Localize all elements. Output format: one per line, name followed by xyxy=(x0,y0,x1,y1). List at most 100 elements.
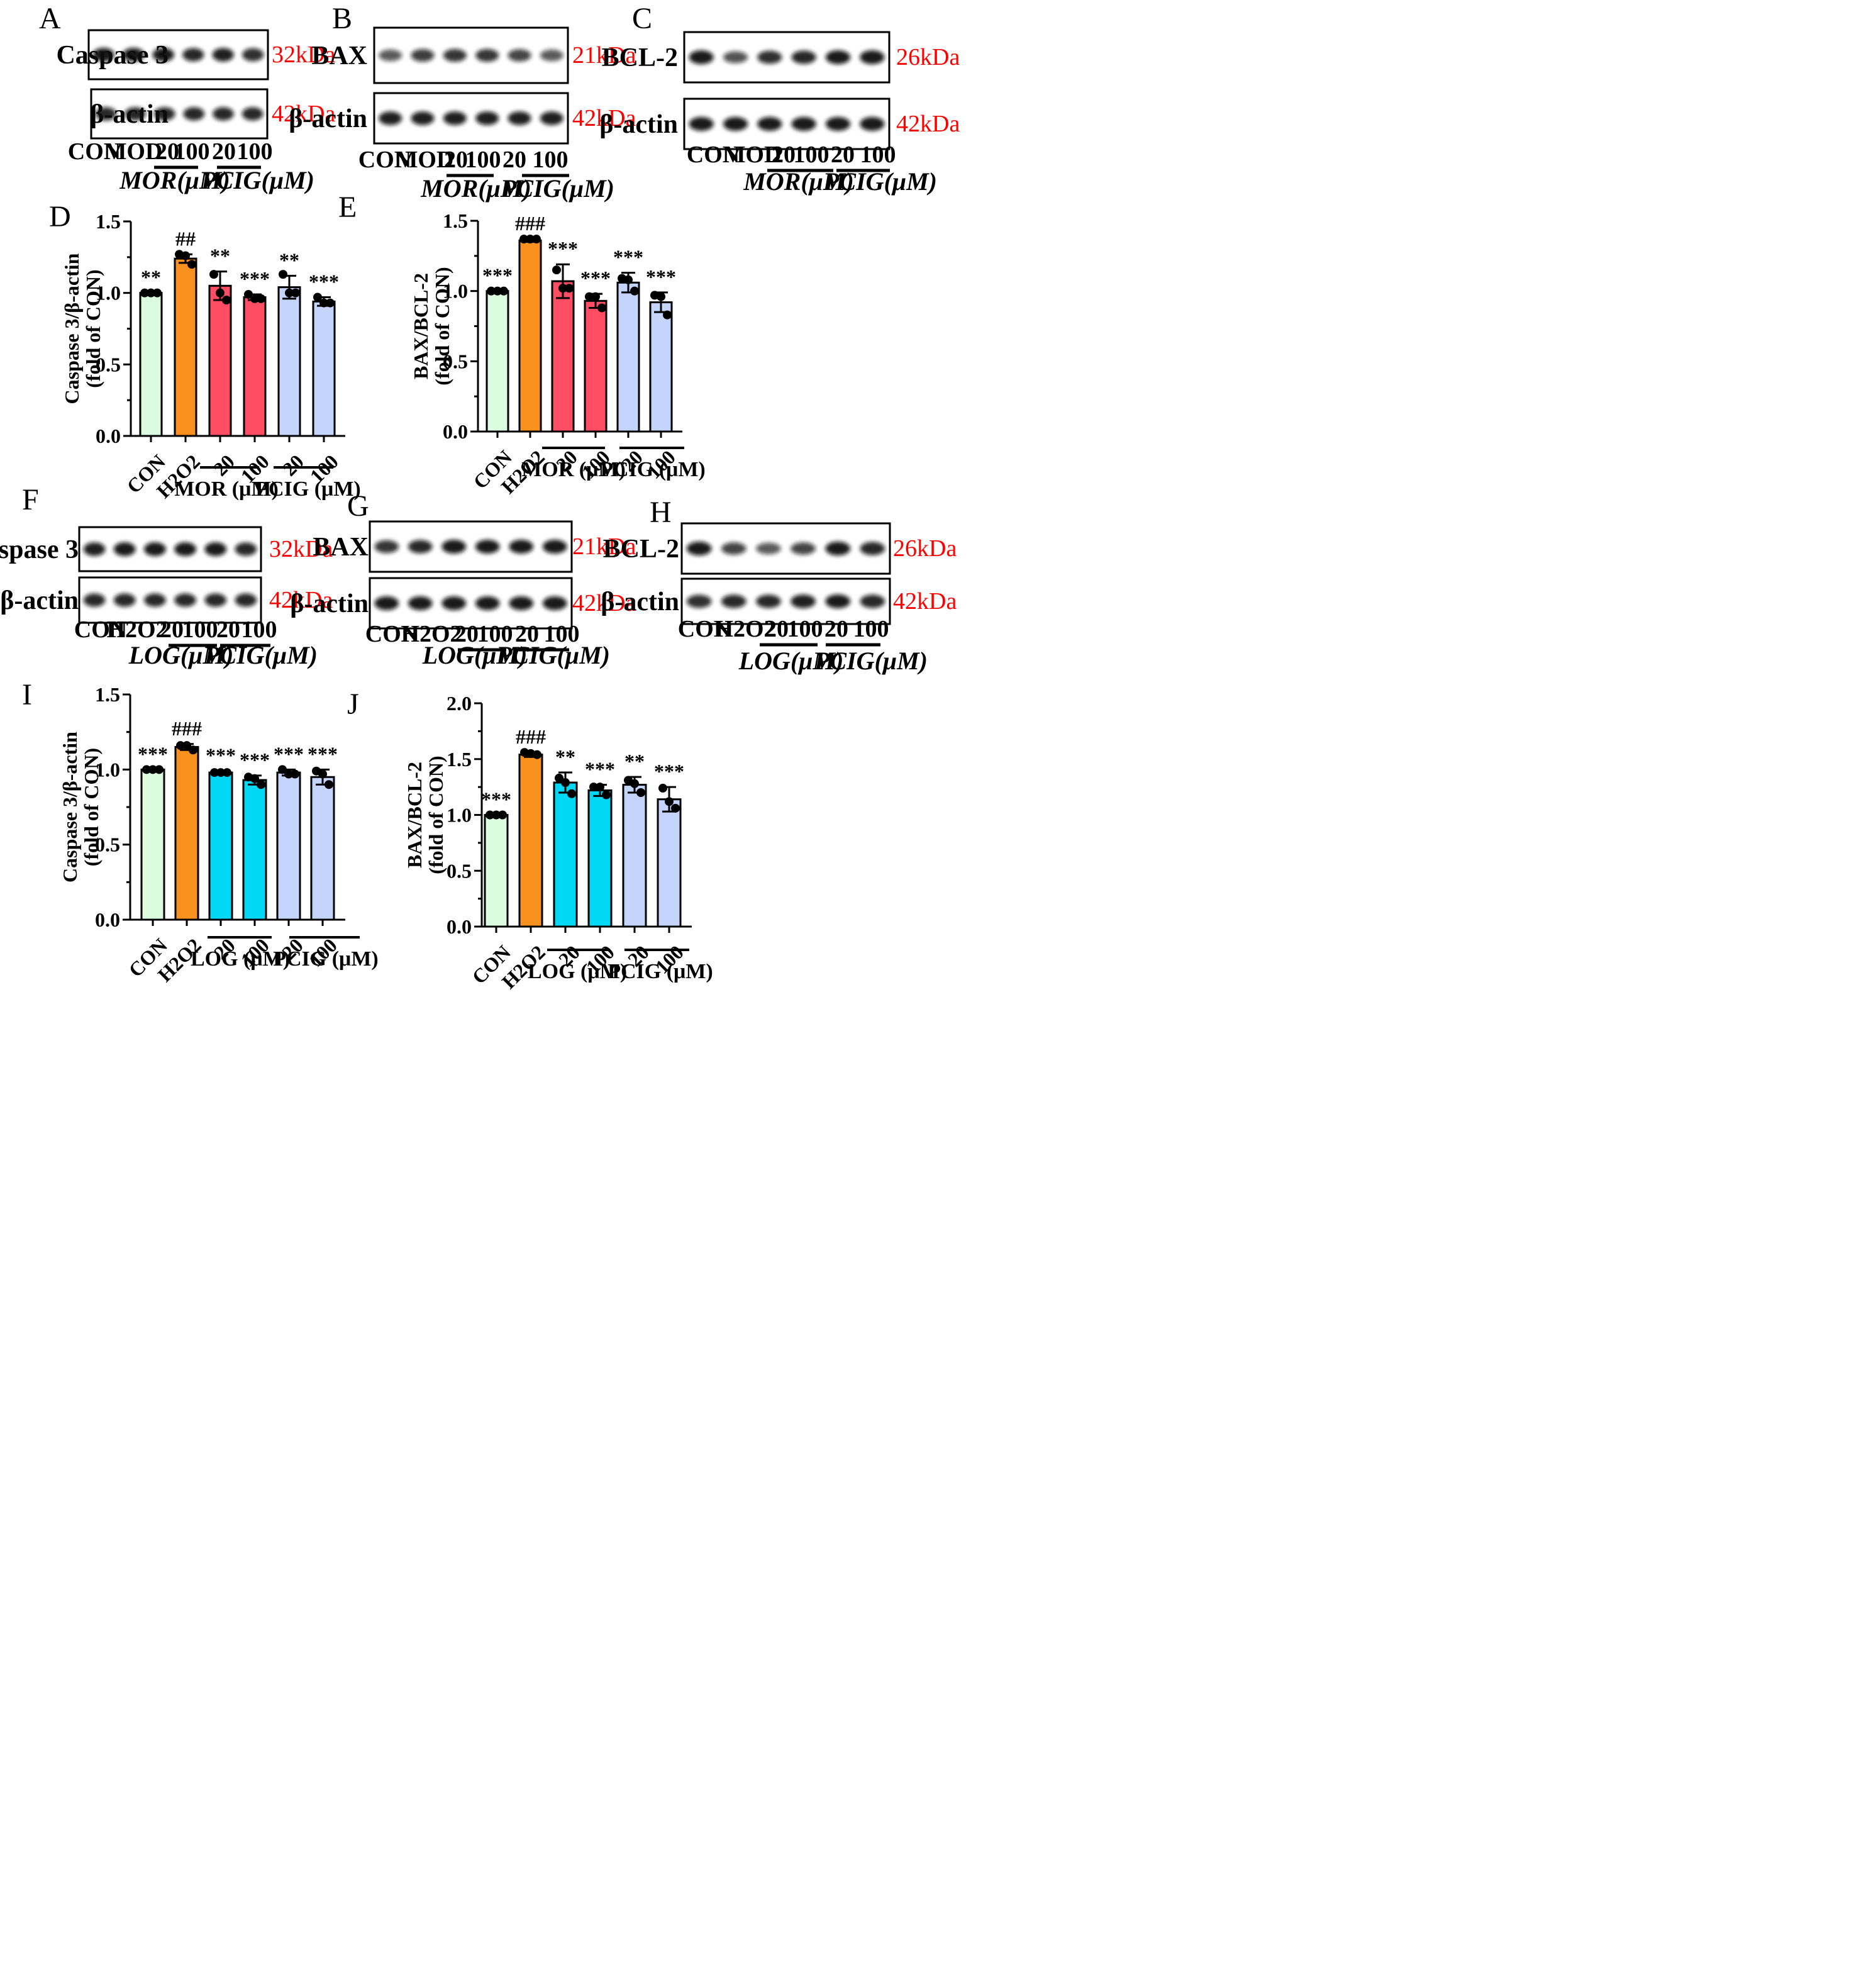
blot-band xyxy=(791,542,816,555)
data-point xyxy=(222,296,231,305)
y-tick-label: 1.5 xyxy=(95,683,120,706)
blot-band xyxy=(153,107,175,121)
lane-label: CON xyxy=(687,142,740,168)
significance-mark: ** xyxy=(141,266,161,289)
data-point xyxy=(493,286,502,296)
lane-label: CON xyxy=(358,147,411,173)
bar xyxy=(243,296,267,437)
lane-label: MOD xyxy=(723,142,782,168)
data-point xyxy=(148,765,157,774)
bar xyxy=(174,746,199,921)
bar xyxy=(657,798,682,928)
group-label: PCIG (μM) xyxy=(608,960,713,983)
data-point xyxy=(318,769,327,779)
group-label: PCIG(μM) xyxy=(204,641,318,669)
data-point xyxy=(671,803,680,813)
blot-band xyxy=(408,596,433,610)
y-tick-label: 1.5 xyxy=(96,210,121,233)
blot-band xyxy=(756,542,781,555)
blot-band xyxy=(475,596,500,610)
blot-band xyxy=(411,111,435,125)
lane-label: 100 xyxy=(174,138,210,165)
blot-band xyxy=(374,596,399,610)
bar xyxy=(551,280,575,433)
data-point xyxy=(597,303,606,313)
y-tick-label: 1.0 xyxy=(96,282,121,304)
blot-band xyxy=(757,50,782,64)
data-point xyxy=(285,288,294,298)
y-tick-label: 0.5 xyxy=(96,353,121,376)
significance-mark: *** xyxy=(482,264,513,287)
blot-band xyxy=(723,51,748,64)
blot-band xyxy=(408,540,433,554)
y-axis-label: Caspase 3/β-actin xyxy=(60,253,83,404)
significance-mark: ## xyxy=(175,227,196,250)
data-point xyxy=(636,788,645,797)
protein-label: Caspase 3 xyxy=(0,535,79,564)
kda-label: 26kDa xyxy=(896,44,960,70)
group-label: LOG(μM) xyxy=(128,641,234,669)
bar xyxy=(208,284,232,437)
blot-membrane xyxy=(78,526,262,572)
protein-label: β-actin xyxy=(0,586,79,615)
bar xyxy=(208,771,233,921)
blot-membrane xyxy=(680,522,891,575)
blot-band xyxy=(509,596,534,610)
bar-chart-J: J 0.0 0.5 1.0 1.5 2.0 BAX/BCL-2(fold of CON) **… xyxy=(347,688,713,993)
blot-band xyxy=(441,540,467,554)
panel-letter: H xyxy=(650,496,672,529)
data-point xyxy=(567,789,576,798)
lane-label: 20 xyxy=(502,147,526,173)
group-label: LOG (μM) xyxy=(191,947,290,971)
category-label: 20 xyxy=(278,450,308,480)
group-label: PCIG(μM) xyxy=(496,641,610,669)
panel-letter: E xyxy=(338,191,357,224)
blot-band xyxy=(379,49,402,62)
protein-label: β-actin xyxy=(290,589,369,618)
data-point xyxy=(223,768,231,778)
group-label: MOR(μM) xyxy=(420,174,531,203)
data-point xyxy=(210,768,219,778)
data-point xyxy=(187,260,196,269)
significance-mark: ** xyxy=(279,248,299,271)
bar xyxy=(486,290,509,433)
blot-band xyxy=(204,593,227,607)
bar xyxy=(277,286,301,437)
lane-label: 20 xyxy=(455,621,479,647)
blot-band xyxy=(92,48,114,62)
data-point xyxy=(284,769,293,779)
data-point xyxy=(561,778,570,788)
data-point xyxy=(216,768,225,778)
lane-label: 20 xyxy=(765,616,789,642)
blot-band xyxy=(721,594,747,608)
data-point xyxy=(558,284,567,293)
data-point xyxy=(313,293,322,302)
blot-band xyxy=(242,48,264,62)
y-tick-label: 0.5 xyxy=(447,859,472,882)
blot-band xyxy=(791,117,816,131)
data-point xyxy=(326,298,335,308)
group-label: LOG(μM) xyxy=(738,647,844,675)
data-point xyxy=(630,286,639,296)
data-point xyxy=(589,783,598,792)
significance-mark: *** xyxy=(308,742,338,765)
panel-letter: B xyxy=(332,2,352,35)
data-point xyxy=(325,780,333,789)
group-label: MOR(μM) xyxy=(743,167,854,196)
blot-membrane xyxy=(369,577,573,630)
data-point xyxy=(291,288,300,298)
data-point xyxy=(585,292,594,301)
blot-band xyxy=(508,49,531,62)
bar xyxy=(518,239,542,433)
data-point xyxy=(602,790,611,800)
data-point xyxy=(257,294,265,303)
group-label: LOG(μM) xyxy=(422,641,528,669)
blot-band xyxy=(443,48,467,62)
kda-label: 42kDa xyxy=(269,587,333,613)
bar xyxy=(312,300,336,437)
category-label: 20 xyxy=(209,450,239,480)
data-point xyxy=(486,810,494,820)
significance-mark: *** xyxy=(580,267,611,289)
